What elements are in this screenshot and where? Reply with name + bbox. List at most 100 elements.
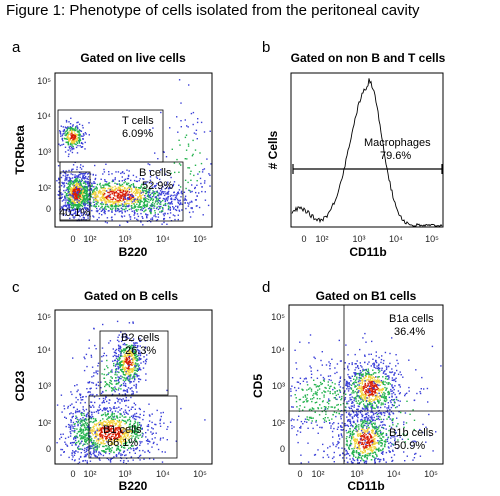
panel-c-ytick-2: 10³: [38, 381, 51, 391]
event-dot: [74, 203, 76, 206]
event-dot: [125, 440, 127, 443]
event-dot: [60, 176, 63, 179]
event-dot: [76, 194, 78, 196]
event-dot: [384, 377, 387, 380]
event-dot: [108, 445, 110, 448]
event-dot: [79, 137, 81, 139]
event-dot: [109, 204, 112, 206]
event-dot: [126, 177, 129, 180]
event-dot: [121, 364, 123, 366]
event-dot: [73, 200, 75, 202]
event-dot: [124, 377, 126, 379]
event-dot: [125, 399, 127, 401]
event-dot: [104, 442, 106, 445]
event-dot: [110, 208, 112, 210]
event-dot: [127, 460, 129, 462]
event-dot: [354, 390, 356, 393]
event-dot: [69, 435, 72, 437]
event-dot: [104, 429, 106, 431]
event-dot: [134, 404, 137, 406]
event-dot: [109, 340, 112, 342]
event-dot: [116, 427, 118, 430]
event-dot: [134, 433, 136, 435]
event-dot: [165, 156, 168, 158]
event-dot: [133, 344, 136, 346]
event-dot: [189, 201, 191, 204]
event-dot: [196, 121, 199, 124]
event-dot: [366, 373, 369, 375]
event-dot: [131, 370, 134, 372]
event-dot: [69, 212, 71, 214]
event-dot: [128, 380, 130, 382]
event-dot: [129, 194, 131, 197]
event-dot: [356, 395, 358, 398]
event-dot: [80, 194, 83, 196]
event-dot: [184, 179, 187, 181]
event-dot: [145, 200, 147, 202]
event-dot: [150, 197, 152, 199]
event-dot: [112, 433, 114, 435]
event-dot: [124, 178, 127, 180]
event-dot: [387, 402, 389, 404]
event-dot: [82, 191, 85, 194]
event-dot: [395, 365, 397, 367]
event-dot: [95, 199, 98, 201]
event-dot: [94, 446, 97, 449]
event-dot: [353, 415, 355, 417]
event-dot: [377, 376, 379, 378]
event-dot: [363, 421, 365, 424]
event-dot: [122, 390, 125, 392]
event-dot: [194, 164, 197, 166]
event-dot: [86, 424, 88, 426]
event-dot: [95, 384, 97, 386]
event-dot: [100, 423, 102, 425]
event-dot: [195, 133, 197, 135]
event-dot: [354, 369, 356, 371]
event-dot: [135, 190, 138, 192]
event-dot: [156, 409, 158, 412]
event-dot: [65, 189, 67, 192]
event-dot: [398, 384, 400, 386]
event-dot: [391, 379, 393, 381]
event-dot: [77, 200, 80, 202]
event-dot: [130, 425, 132, 428]
event-dot: [380, 381, 382, 383]
event-dot: [75, 450, 77, 452]
event-dot: [156, 443, 158, 446]
event-dot: [101, 347, 104, 349]
event-dot: [127, 197, 129, 199]
event-dot: [132, 195, 135, 197]
event-dot: [72, 357, 74, 359]
event-dot: [157, 213, 159, 215]
event-dot: [354, 396, 357, 399]
event-dot: [75, 437, 77, 440]
event-dot: [69, 198, 71, 200]
event-dot: [56, 180, 58, 182]
event-dot: [74, 139, 76, 141]
event-dot: [67, 192, 69, 194]
event-dot: [73, 184, 75, 187]
event-dot: [79, 193, 81, 195]
event-dot: [361, 375, 363, 377]
event-dot: [124, 181, 126, 183]
event-dot: [160, 203, 162, 205]
event-dot: [76, 197, 78, 199]
event-dot: [89, 415, 92, 418]
event-dot: [84, 436, 87, 438]
event-dot: [157, 194, 159, 196]
event-dot: [144, 203, 146, 206]
event-dot: [131, 371, 133, 373]
event-dot: [100, 187, 102, 189]
gate-label-b-cells: B cells: [139, 167, 172, 179]
event-dot: [122, 438, 124, 440]
event-dot: [65, 134, 68, 136]
event-dot: [117, 336, 119, 338]
event-dot: [117, 440, 119, 442]
event-dot: [134, 364, 136, 367]
event-dot: [358, 386, 360, 388]
event-dot: [90, 447, 92, 449]
event-dot: [123, 182, 125, 184]
event-dot: [195, 129, 198, 131]
event-dot: [80, 452, 82, 454]
event-dot: [86, 437, 88, 439]
